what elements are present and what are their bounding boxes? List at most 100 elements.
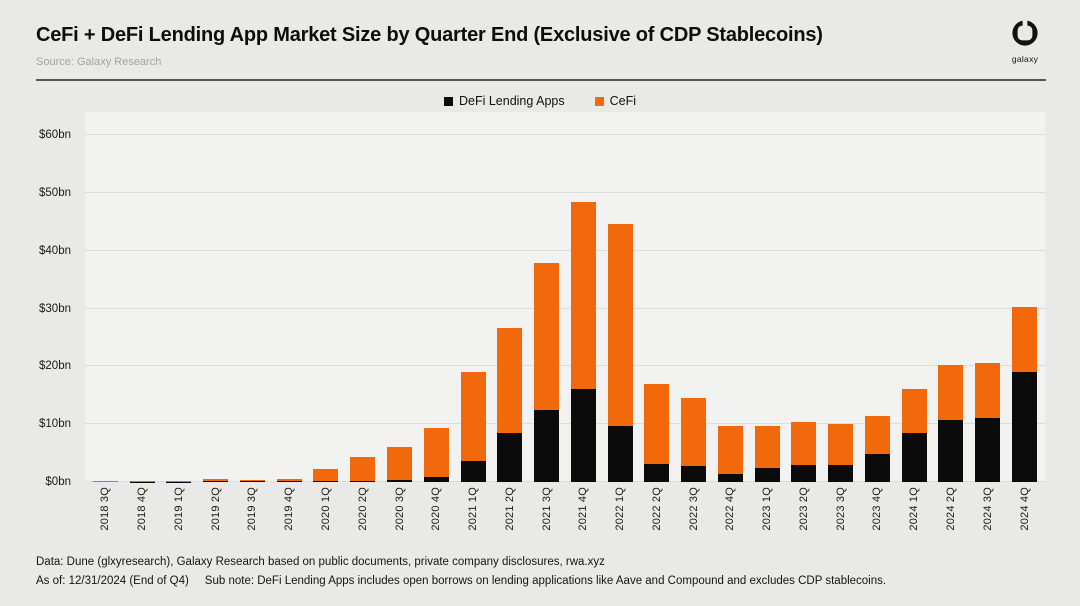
- y-tick-label-40bn: $40bn: [39, 244, 71, 257]
- segment-defi-lending-apps-2024-4q: [1012, 371, 1038, 482]
- bar-2022-3q: [681, 398, 707, 482]
- segment-cefi-2024-2q: [938, 364, 964, 420]
- galaxy-logo-text: galaxy: [1011, 54, 1039, 64]
- bar-slot-2023-2q: [786, 422, 823, 482]
- bar-slot-2019-4q: [271, 479, 308, 482]
- y-tick-label-20bn: $20bn: [39, 360, 71, 373]
- bar-2021-3q: [534, 262, 560, 482]
- x-tick-slot-2018-4q: 2018 4Q: [124, 487, 161, 559]
- x-tick-label-2021-1q: 2021 1Q: [467, 487, 480, 531]
- segment-cefi-2021-4q: [570, 202, 596, 390]
- segment-cefi-2022-1q: [607, 224, 633, 427]
- segment-cefi-2020-3q: [387, 447, 412, 481]
- bar-2019-1q: [166, 480, 192, 482]
- bar-2021-4q: [570, 202, 596, 482]
- bar-slot-2021-2q: [491, 328, 528, 482]
- bar-slot-2024-4q: [1006, 306, 1043, 482]
- segment-defi-lending-apps-2020-2q: [350, 480, 376, 482]
- gridline-20bn: [85, 365, 1045, 367]
- x-tick-label-2024-4q: 2024 4Q: [1018, 487, 1031, 531]
- bar-slot-2024-3q: [969, 362, 1006, 482]
- header-divider: [36, 79, 1046, 81]
- bar-slot-2019-3q: [234, 479, 271, 482]
- bar-2023-2q: [791, 422, 817, 482]
- x-tick-slot-2019-4q: 2019 4Q: [271, 487, 308, 559]
- bar-2024-1q: [901, 389, 927, 482]
- segment-defi-lending-apps-2019-3q: [239, 481, 265, 482]
- x-tick-label-2019-3q: 2019 3Q: [246, 487, 259, 531]
- bar-2019-3q: [239, 479, 265, 482]
- segment-cefi-2018-4q: [129, 481, 155, 482]
- bar-2019-2q: [203, 479, 229, 482]
- bar-slot-2021-3q: [528, 262, 565, 482]
- x-tick-label-2024-2q: 2024 2Q: [944, 487, 957, 531]
- x-tick-slot-2021-2q: 2021 2Q: [491, 487, 528, 559]
- bars-container: [85, 112, 1045, 482]
- x-tick-slot-2022-3q: 2022 3Q: [675, 487, 712, 559]
- bar-2021-2q: [497, 328, 523, 482]
- x-tick-slot-2018-3q: 2018 3Q: [87, 487, 124, 559]
- segment-cefi-2019-4q: [276, 479, 302, 482]
- x-tick-slot-2019-2q: 2019 2Q: [197, 487, 234, 559]
- segment-cefi-2019-3q: [239, 479, 265, 482]
- legend-label-defi-lending-apps: DeFi Lending Apps: [458, 94, 565, 108]
- segment-defi-lending-apps-2024-1q: [901, 432, 927, 482]
- x-tick-label-2021-2q: 2021 2Q: [503, 487, 516, 531]
- footer-sub-note: Sub note: DeFi Lending Apps includes ope…: [204, 575, 887, 587]
- segment-defi-lending-apps-2024-2q: [938, 419, 964, 482]
- gridline-30bn: [85, 307, 1045, 309]
- segment-cefi-2023-4q: [864, 415, 890, 454]
- x-tick-slot-2023-4q: 2023 4Q: [859, 487, 896, 559]
- x-tick-slot-2022-2q: 2022 2Q: [638, 487, 675, 559]
- bar-2022-4q: [717, 426, 743, 482]
- segment-cefi-2024-3q: [975, 362, 1001, 419]
- legend-swatch-cefi: [594, 96, 604, 106]
- bar-2023-4q: [864, 415, 890, 482]
- page-title: CeFi + DeFi Lending App Market Size by Q…: [36, 24, 823, 46]
- x-tick-slot-2024-1q: 2024 1Q: [896, 487, 933, 559]
- segment-cefi-2022-4q: [717, 426, 743, 474]
- gridline-50bn: [85, 191, 1045, 193]
- segment-defi-lending-apps-2023-2q: [791, 464, 817, 482]
- segment-cefi-2020-2q: [350, 456, 376, 481]
- segment-defi-lending-apps-2023-4q: [864, 453, 890, 482]
- segment-cefi-2020-4q: [423, 427, 449, 478]
- footer-data-note: Data: Dune (glxyresearch), Galaxy Resear…: [36, 556, 605, 568]
- gridline-60bn: [85, 134, 1045, 135]
- segment-defi-lending-apps-2021-3q: [534, 409, 560, 482]
- x-tick-slot-2021-1q: 2021 1Q: [455, 487, 492, 559]
- bar-slot-2022-1q: [602, 224, 639, 482]
- x-tick-label-2020-3q: 2020 3Q: [393, 487, 406, 531]
- segment-cefi-2021-1q: [460, 372, 486, 461]
- x-tick-slot-2021-3q: 2021 3Q: [528, 487, 565, 559]
- segment-defi-lending-apps-2021-2q: [497, 432, 523, 482]
- y-axis-labels: $0bn $10bn $20bn $30bn $40bn $50bn $60bn: [0, 112, 78, 488]
- galaxy-logo: galaxy: [1008, 16, 1042, 64]
- bar-2018-3q: [92, 481, 118, 482]
- segment-defi-lending-apps-2020-4q: [423, 477, 449, 482]
- segment-cefi-2021-3q: [534, 262, 560, 410]
- x-tick-slot-2020-1q: 2020 1Q: [308, 487, 345, 559]
- bar-2022-2q: [644, 383, 670, 482]
- segment-cefi-2024-1q: [901, 389, 927, 433]
- segment-cefi-2022-3q: [681, 398, 707, 466]
- x-tick-label-2022-3q: 2022 3Q: [687, 487, 700, 531]
- x-tick-label-2021-3q: 2021 3Q: [540, 487, 553, 531]
- bar-2023-1q: [754, 425, 780, 482]
- plot-area: [85, 112, 1045, 482]
- bar-slot-2024-1q: [896, 389, 933, 482]
- segment-cefi-2023-3q: [828, 424, 854, 466]
- source-label: Source: Galaxy Research: [36, 56, 162, 68]
- segment-cefi-2020-1q: [313, 468, 339, 482]
- bar-2024-4q: [1012, 306, 1038, 482]
- segment-cefi-2022-2q: [644, 383, 670, 464]
- bar-2023-3q: [828, 424, 854, 482]
- x-tick-slot-2023-1q: 2023 1Q: [749, 487, 786, 559]
- x-tick-label-2023-3q: 2023 3Q: [834, 487, 847, 531]
- legend-item-cefi: CeFi: [594, 94, 636, 108]
- bar-slot-2020-1q: [308, 468, 345, 482]
- bar-2022-1q: [607, 224, 633, 482]
- bar-slot-2024-2q: [933, 364, 970, 482]
- x-tick-label-2023-2q: 2023 2Q: [797, 487, 810, 531]
- segment-defi-lending-apps-2021-1q: [460, 460, 486, 482]
